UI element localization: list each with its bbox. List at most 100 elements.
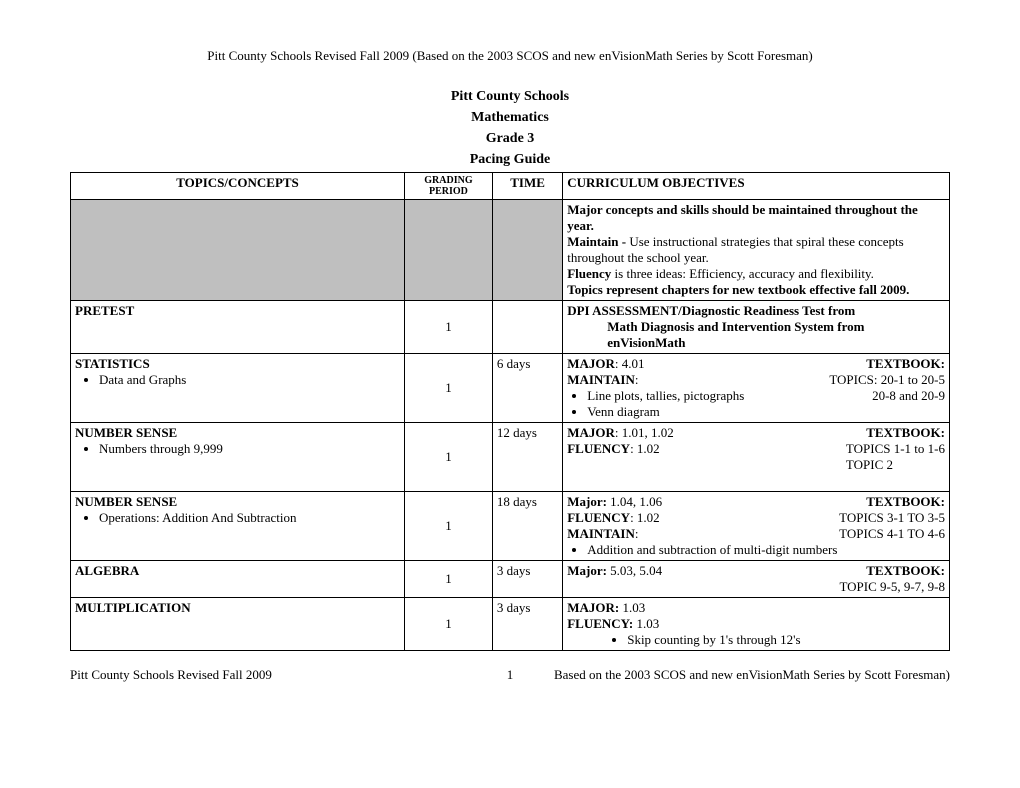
- num2-sub: Addition and subtraction of multi-digit …: [587, 542, 945, 558]
- intro-line4: Topics represent chapters for new textbo…: [567, 282, 909, 297]
- mult-fluency-val: 1.03: [633, 616, 659, 631]
- mult-major-label: MAJOR:: [567, 600, 619, 615]
- stat-sub1-right: 20-8 and 20-9: [864, 388, 945, 404]
- intro-row: Major concepts and skills should be main…: [71, 199, 950, 300]
- num1-major-label: MAJOR: [567, 425, 615, 440]
- alg-major-val: 5.03, 5.04: [607, 563, 662, 578]
- number2-curriculum: Major: 1.04, 1.06 TEXTBOOK: FLUENCY: 1.0…: [563, 491, 950, 560]
- number1-bullet: Numbers through 9,999: [99, 441, 400, 457]
- footer-right: Based on the 2003 SCOS and new enVisionM…: [554, 667, 950, 683]
- num2-topics2: TOPICS 4-1 TO 4-6: [831, 526, 945, 542]
- number2-topic: NUMBER SENSE: [75, 494, 177, 509]
- algebra-time: 3 days: [492, 560, 562, 597]
- num1-topics1: TOPICS 1-1 to 1-6: [838, 441, 945, 457]
- num1-fluency-label: FLUENCY: [567, 441, 630, 456]
- statistics-topic-cell: STATISTICS Data and Graphs: [71, 353, 405, 422]
- intro-maintain-label: Maintain -: [567, 234, 629, 249]
- algebra-period: 1: [405, 560, 493, 597]
- col-header-curriculum: CURRICULUM OBJECTIVES: [563, 172, 950, 199]
- col-header-time: TIME: [492, 172, 562, 199]
- pretest-topic: PRETEST: [71, 300, 405, 353]
- header-row: TOPICS/CONCEPTS GRADING PERIOD TIME CURR…: [71, 172, 950, 199]
- algebra-topic: ALGEBRA: [75, 563, 139, 578]
- pacing-guide-table: TOPICS/CONCEPTS GRADING PERIOD TIME CURR…: [70, 172, 950, 651]
- stat-sub2: Venn diagram: [587, 404, 945, 420]
- num2-maintain-label: MAINTAIN: [567, 526, 635, 541]
- intro-fluency-label: Fluency: [567, 266, 611, 281]
- pretest-period: 1: [405, 300, 493, 353]
- num1-textbook: TEXTBOOK:: [866, 425, 945, 440]
- algebra-row: ALGEBRA 1 3 days Major: 5.03, 5.04 TEXTB…: [71, 560, 950, 597]
- num1-topics2: TOPIC 2: [838, 457, 945, 473]
- stat-sub1-item: Line plots, tallies, pictographs 20-8 an…: [587, 388, 945, 404]
- intro-line1: Major concepts and skills should be main…: [567, 202, 918, 233]
- number1-topic-cell: NUMBER SENSE Numbers through 9,999: [71, 422, 405, 491]
- number2-period: 1: [405, 491, 493, 560]
- pretest-curriculum: DPI ASSESSMENT/Diagnostic Readiness Test…: [563, 300, 950, 353]
- mult-sub: Skip counting by 1's through 12's: [627, 632, 945, 648]
- num2-fluency-label: FLUENCY: [567, 510, 630, 525]
- pretest-topic-label: PRETEST: [75, 303, 134, 318]
- col-header-topics: TOPICS/CONCEPTS: [71, 172, 405, 199]
- col-header-period: GRADING PERIOD: [405, 172, 493, 199]
- number2-bullet: Operations: Addition And Subtraction: [99, 510, 400, 526]
- algebra-curriculum: Major: 5.03, 5.04 TEXTBOOK: TOPIC 9-5, 9…: [563, 560, 950, 597]
- intro-topics-cell: [71, 199, 405, 300]
- number2-row: NUMBER SENSE Operations: Addition And Su…: [71, 491, 950, 560]
- mult-topic-cell: MULTIPLICATION: [71, 597, 405, 650]
- statistics-row: STATISTICS Data and Graphs 1 6 days MAJO…: [71, 353, 950, 422]
- number2-time: 18 days: [492, 491, 562, 560]
- mult-period: 1: [405, 597, 493, 650]
- num2-major-val: 1.04, 1.06: [607, 494, 662, 509]
- mult-topic: MULTIPLICATION: [75, 600, 191, 615]
- stat-major-label: MAJOR: [567, 356, 615, 371]
- title-line-4: Pacing Guide: [70, 151, 950, 170]
- pretest-curr-bold: DPI ASSESSMENT/Diagnostic Readiness Test…: [567, 303, 855, 318]
- stat-topics-right: TOPICS: 20-1 to 20-5: [821, 372, 945, 388]
- title-line-2: Mathematics: [70, 109, 950, 128]
- page-footer: Pitt County Schools Revised Fall 2009 1 …: [70, 667, 950, 683]
- footer-left: Pitt County Schools Revised Fall 2009: [70, 667, 272, 683]
- intro-fluency-text: is three ideas: Efficiency, accuracy and…: [611, 266, 874, 281]
- number1-row: NUMBER SENSE Numbers through 9,999 1 12 …: [71, 422, 950, 491]
- alg-major-label: Major:: [567, 563, 607, 578]
- stat-maintain-label: MAINTAIN: [567, 372, 635, 387]
- intro-curriculum-cell: Major concepts and skills should be main…: [563, 199, 950, 300]
- num2-maintain-val: :: [635, 526, 639, 541]
- number2-topic-cell: NUMBER SENSE Operations: Addition And Su…: [71, 491, 405, 560]
- multiplication-row: MULTIPLICATION 1 3 days MAJOR: 1.03 FLUE…: [71, 597, 950, 650]
- intro-time-cell: [492, 199, 562, 300]
- stat-sub1: Line plots, tallies, pictographs: [587, 388, 864, 404]
- num1-major-val: : 1.01, 1.02: [615, 425, 674, 440]
- stat-maintain-val: :: [635, 372, 639, 387]
- statistics-topic: STATISTICS: [75, 356, 150, 371]
- num1-fluency-val: : 1.02: [630, 441, 660, 456]
- title-line-3: Grade 3: [70, 130, 950, 149]
- mult-fluency-label: FLUENCY:: [567, 616, 633, 631]
- intro-period-cell: [405, 199, 493, 300]
- statistics-time: 6 days: [492, 353, 562, 422]
- page-header: Pitt County Schools Revised Fall 2009 (B…: [70, 48, 950, 64]
- stat-major-val: : 4.01: [615, 356, 645, 371]
- number1-period: 1: [405, 422, 493, 491]
- num2-textbook: TEXTBOOK:: [866, 494, 945, 509]
- mult-curriculum: MAJOR: 1.03 FLUENCY: 1.03 Skip counting …: [563, 597, 950, 650]
- num2-fluency-val: : 1.02: [630, 510, 660, 525]
- statistics-curriculum: MAJOR: 4.01 TEXTBOOK: MAINTAIN: TOPICS: …: [563, 353, 950, 422]
- alg-textbook: TEXTBOOK:: [866, 563, 945, 578]
- pretest-time: [492, 300, 562, 353]
- pretest-row: PRETEST 1 DPI ASSESSMENT/Diagnostic Read…: [71, 300, 950, 353]
- num2-major-label: Major:: [567, 494, 607, 509]
- title-line-1: Pitt County Schools: [70, 88, 950, 107]
- alg-topics: TOPIC 9-5, 9-7, 9-8: [831, 579, 945, 595]
- footer-page: 1: [507, 667, 514, 683]
- stat-textbook: TEXTBOOK:: [866, 356, 945, 371]
- mult-time: 3 days: [492, 597, 562, 650]
- number1-time: 12 days: [492, 422, 562, 491]
- statistics-period: 1: [405, 353, 493, 422]
- number1-curriculum: MAJOR: 1.01, 1.02 TEXTBOOK: FLUENCY: 1.0…: [563, 422, 950, 491]
- number1-topic: NUMBER SENSE: [75, 425, 177, 440]
- pretest-curr-line2: Math Diagnosis and Intervention System f…: [607, 319, 864, 350]
- statistics-bullet: Data and Graphs: [99, 372, 400, 388]
- algebra-topic-cell: ALGEBRA: [71, 560, 405, 597]
